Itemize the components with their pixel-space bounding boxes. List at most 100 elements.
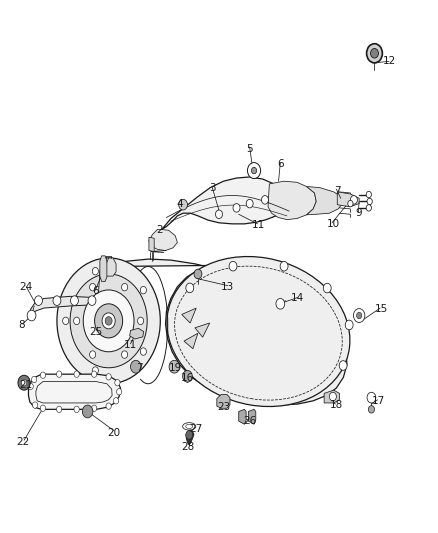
Circle shape [32,402,38,408]
Polygon shape [182,308,196,323]
Circle shape [95,304,123,338]
Polygon shape [217,394,230,408]
Circle shape [27,310,36,321]
Circle shape [233,204,240,212]
Circle shape [92,268,99,275]
Circle shape [350,196,357,204]
Polygon shape [248,409,256,424]
Polygon shape [337,192,359,207]
Circle shape [32,376,37,383]
Circle shape [186,431,193,439]
Text: 9: 9 [356,208,363,218]
Circle shape [57,258,160,384]
Circle shape [261,196,268,204]
Circle shape [18,375,30,390]
Circle shape [138,317,144,325]
Polygon shape [102,258,116,276]
Circle shape [276,298,285,309]
Circle shape [246,199,253,208]
Circle shape [183,370,192,382]
Polygon shape [162,177,289,229]
Text: 6: 6 [92,286,99,296]
Polygon shape [307,187,343,215]
Circle shape [353,309,365,322]
Circle shape [53,296,61,305]
Circle shape [35,296,42,305]
Circle shape [90,284,96,291]
Polygon shape [149,229,177,251]
Text: 10: 10 [326,219,339,229]
Circle shape [102,313,115,329]
Text: 7: 7 [136,363,143,373]
Circle shape [229,261,237,271]
Circle shape [88,296,96,305]
Circle shape [106,403,111,409]
Circle shape [40,405,46,411]
Text: 26: 26 [243,416,256,426]
Circle shape [345,320,353,330]
Text: 27: 27 [190,424,203,433]
Text: 15: 15 [374,304,388,314]
Circle shape [121,351,128,358]
Circle shape [57,406,62,413]
Circle shape [140,286,146,294]
Circle shape [105,317,112,325]
Text: 4: 4 [176,199,183,208]
Circle shape [329,392,336,401]
Text: 11: 11 [252,220,265,230]
Polygon shape [324,390,339,403]
Polygon shape [184,333,198,349]
Circle shape [70,274,147,368]
Text: 17: 17 [372,396,385,406]
Circle shape [371,49,378,58]
Text: 2: 2 [156,225,163,235]
Ellipse shape [183,423,196,430]
Polygon shape [268,181,316,220]
Circle shape [82,405,93,418]
Text: 16: 16 [181,374,194,383]
Circle shape [74,317,80,325]
Ellipse shape [167,256,350,407]
Polygon shape [31,296,109,313]
Text: 19: 19 [169,363,182,373]
Polygon shape [149,237,154,252]
Circle shape [63,317,69,325]
Text: 6: 6 [277,159,284,169]
Circle shape [280,261,288,271]
Polygon shape [239,409,246,424]
Text: 28: 28 [182,442,195,451]
Text: 22: 22 [16,438,29,447]
Circle shape [115,379,120,386]
Circle shape [117,389,122,395]
Text: 23: 23 [217,402,230,412]
Polygon shape [186,430,194,445]
Text: 13: 13 [221,282,234,292]
Text: 14: 14 [291,294,304,303]
Text: 12: 12 [383,56,396,66]
Polygon shape [28,374,120,409]
Circle shape [366,191,371,198]
Polygon shape [195,323,210,337]
Text: 24: 24 [19,282,32,292]
Polygon shape [100,256,107,281]
Circle shape [367,392,376,403]
Circle shape [186,283,194,293]
Circle shape [357,312,362,319]
Text: 11: 11 [124,341,137,350]
Circle shape [71,296,78,305]
Text: 25: 25 [89,327,102,336]
Circle shape [194,269,202,279]
Circle shape [106,374,111,380]
Circle shape [367,44,382,63]
Circle shape [92,367,99,374]
Circle shape [121,284,128,291]
Circle shape [92,405,97,411]
Circle shape [367,198,372,205]
Text: 3: 3 [209,183,216,192]
Text: 21: 21 [19,380,32,390]
Circle shape [339,361,347,370]
Circle shape [131,360,141,373]
Text: 8: 8 [18,320,25,330]
Circle shape [113,398,119,404]
Text: 5: 5 [246,144,253,154]
